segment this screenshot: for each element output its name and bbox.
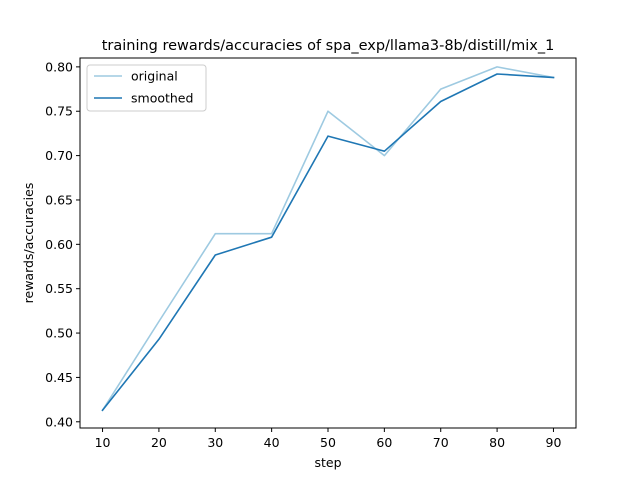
x-tick-label: 80: [489, 435, 505, 450]
y-tick-label: 0.70: [45, 148, 73, 163]
series-line-original: [101, 66, 555, 412]
x-tick-label: 70: [433, 435, 449, 450]
x-tick-label: 30: [207, 435, 223, 450]
y-tick-label: 0.80: [45, 59, 73, 74]
x-tick-label: 10: [95, 435, 111, 450]
series-layer: [101, 66, 555, 412]
y-axis-label: rewards/accuracies: [21, 183, 36, 304]
series-line-smoothed: [101, 73, 555, 412]
x-axis: 10 20 30 40 50 60 70 80 90: [95, 428, 562, 450]
y-tick-label: 0.45: [45, 370, 73, 385]
x-tick-label: 90: [546, 435, 562, 450]
y-tick-label: 0.50: [45, 326, 73, 341]
legend-label-smoothed: smoothed: [131, 91, 193, 106]
y-axis: 0.40 0.45 0.50 0.55 0.60 0.65 0.70 0.75 0.80: [45, 59, 80, 429]
chart-title: training rewards/accuracies of spa_exp/l…: [102, 38, 555, 54]
x-tick-label: 50: [320, 435, 336, 450]
x-axis-label: step: [314, 455, 341, 470]
legend-label-original: original: [131, 69, 178, 84]
y-tick-label: 0.60: [45, 237, 73, 252]
x-tick-label: 20: [151, 435, 167, 450]
y-tick-label: 0.75: [45, 104, 73, 119]
y-tick-label: 0.40: [45, 414, 73, 429]
x-tick-label: 40: [264, 435, 280, 450]
x-tick-label: 60: [376, 435, 392, 450]
y-tick-label: 0.65: [45, 192, 73, 207]
y-tick-label: 0.55: [45, 281, 73, 296]
legend: original smoothed: [86, 64, 207, 112]
